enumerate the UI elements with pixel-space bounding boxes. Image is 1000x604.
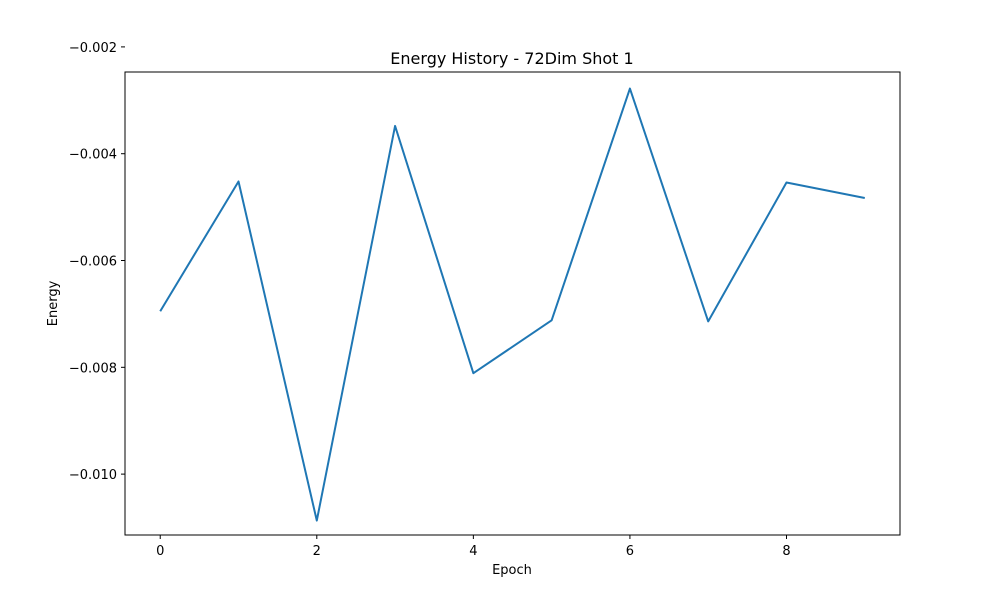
series-line — [160, 89, 865, 521]
y-tick-label: −0.006 — [69, 255, 117, 270]
plot-frame — [125, 72, 900, 535]
y-tick-label: −0.004 — [69, 148, 117, 163]
x-tick-label: 0 — [156, 544, 164, 559]
y-tick-label: −0.002 — [69, 41, 117, 56]
x-tick-label: 4 — [469, 544, 477, 559]
x-tick-label: 6 — [626, 544, 634, 559]
x-axis-title: Epoch — [492, 563, 532, 578]
x-tick-label: 2 — [313, 544, 321, 559]
y-axis-title: Energy — [46, 280, 61, 326]
chart-title: Energy History - 72Dim Shot 1 — [390, 49, 633, 68]
series-layer — [160, 88, 865, 520]
x-tick-label: 8 — [782, 544, 790, 559]
ticks-layer: 0 2 4 6 8 −0.010 −0.008 −0.006 −0.004 −0.002 — [69, 41, 791, 559]
y-tick-label: −0.010 — [69, 468, 117, 483]
y-tick-label: −0.008 — [69, 361, 117, 376]
